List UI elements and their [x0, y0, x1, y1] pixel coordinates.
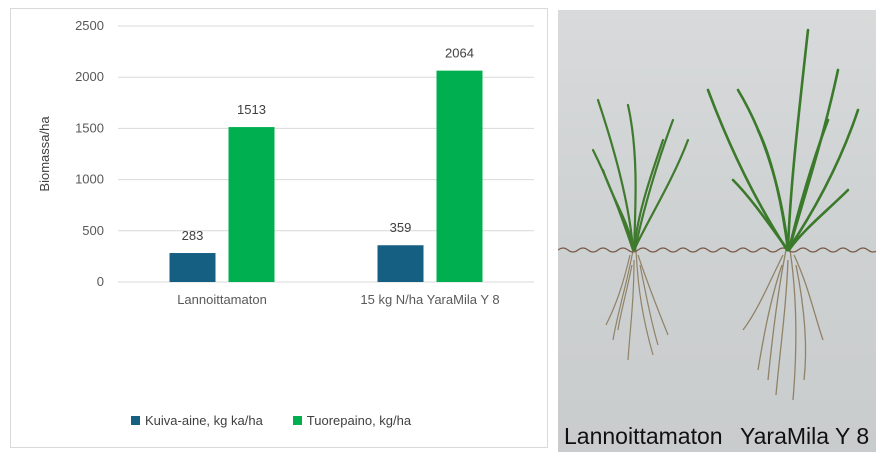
plant-photo-drawing — [558, 28, 876, 401]
photo-caption-left: Lannoittamaton — [564, 423, 723, 449]
legend-label: Kuiva-aine, kg ka/ha — [145, 413, 263, 428]
y-tick-label: 2500 — [75, 18, 104, 33]
bar — [377, 245, 424, 282]
x-tick-label: Lannoittamaton — [177, 292, 267, 307]
legend-swatch — [131, 416, 140, 425]
photo-caption-right: YaraMila Y 8 — [740, 423, 870, 449]
y-tick-label: 0 — [97, 274, 104, 289]
data-label: 359 — [390, 220, 412, 235]
bar-chart: Biomassa/ha 0 500 1000 1500 2000 2500 283 1513 L… — [37, 18, 534, 307]
data-label: 283 — [182, 228, 204, 243]
bar — [436, 70, 483, 283]
legend-swatch — [292, 416, 302, 425]
bar — [228, 127, 275, 282]
data-label: 2064 — [445, 46, 474, 61]
y-tick-label: 500 — [82, 223, 104, 238]
bar — [169, 253, 216, 282]
legend-item: Kuiva-aine, kg ka/ha — [131, 413, 263, 428]
chart-panel: Biomassa/ha 0 500 1000 1500 2000 2500 283 1513 L… — [10, 8, 548, 448]
data-label: 1513 — [237, 102, 266, 117]
chart-legend: Kuiva-aine, kg ka/ha Tuorepaino, kg/ha — [131, 413, 411, 428]
x-tick-label: 15 kg N/ha YaraMila Y 8 — [360, 292, 499, 307]
legend-label: Tuorepaino, kg/ha — [306, 413, 412, 428]
legend-item: Tuorepaino, kg/ha — [292, 413, 412, 428]
plant-photo: Lannoittamaton YaraMila Y 8 — [558, 10, 876, 452]
y-axis-label: Biomassa/ha — [37, 116, 52, 192]
y-tick-label: 2000 — [75, 69, 104, 84]
y-tick-label: 1500 — [75, 120, 104, 135]
y-tick-label: 1000 — [75, 172, 104, 187]
